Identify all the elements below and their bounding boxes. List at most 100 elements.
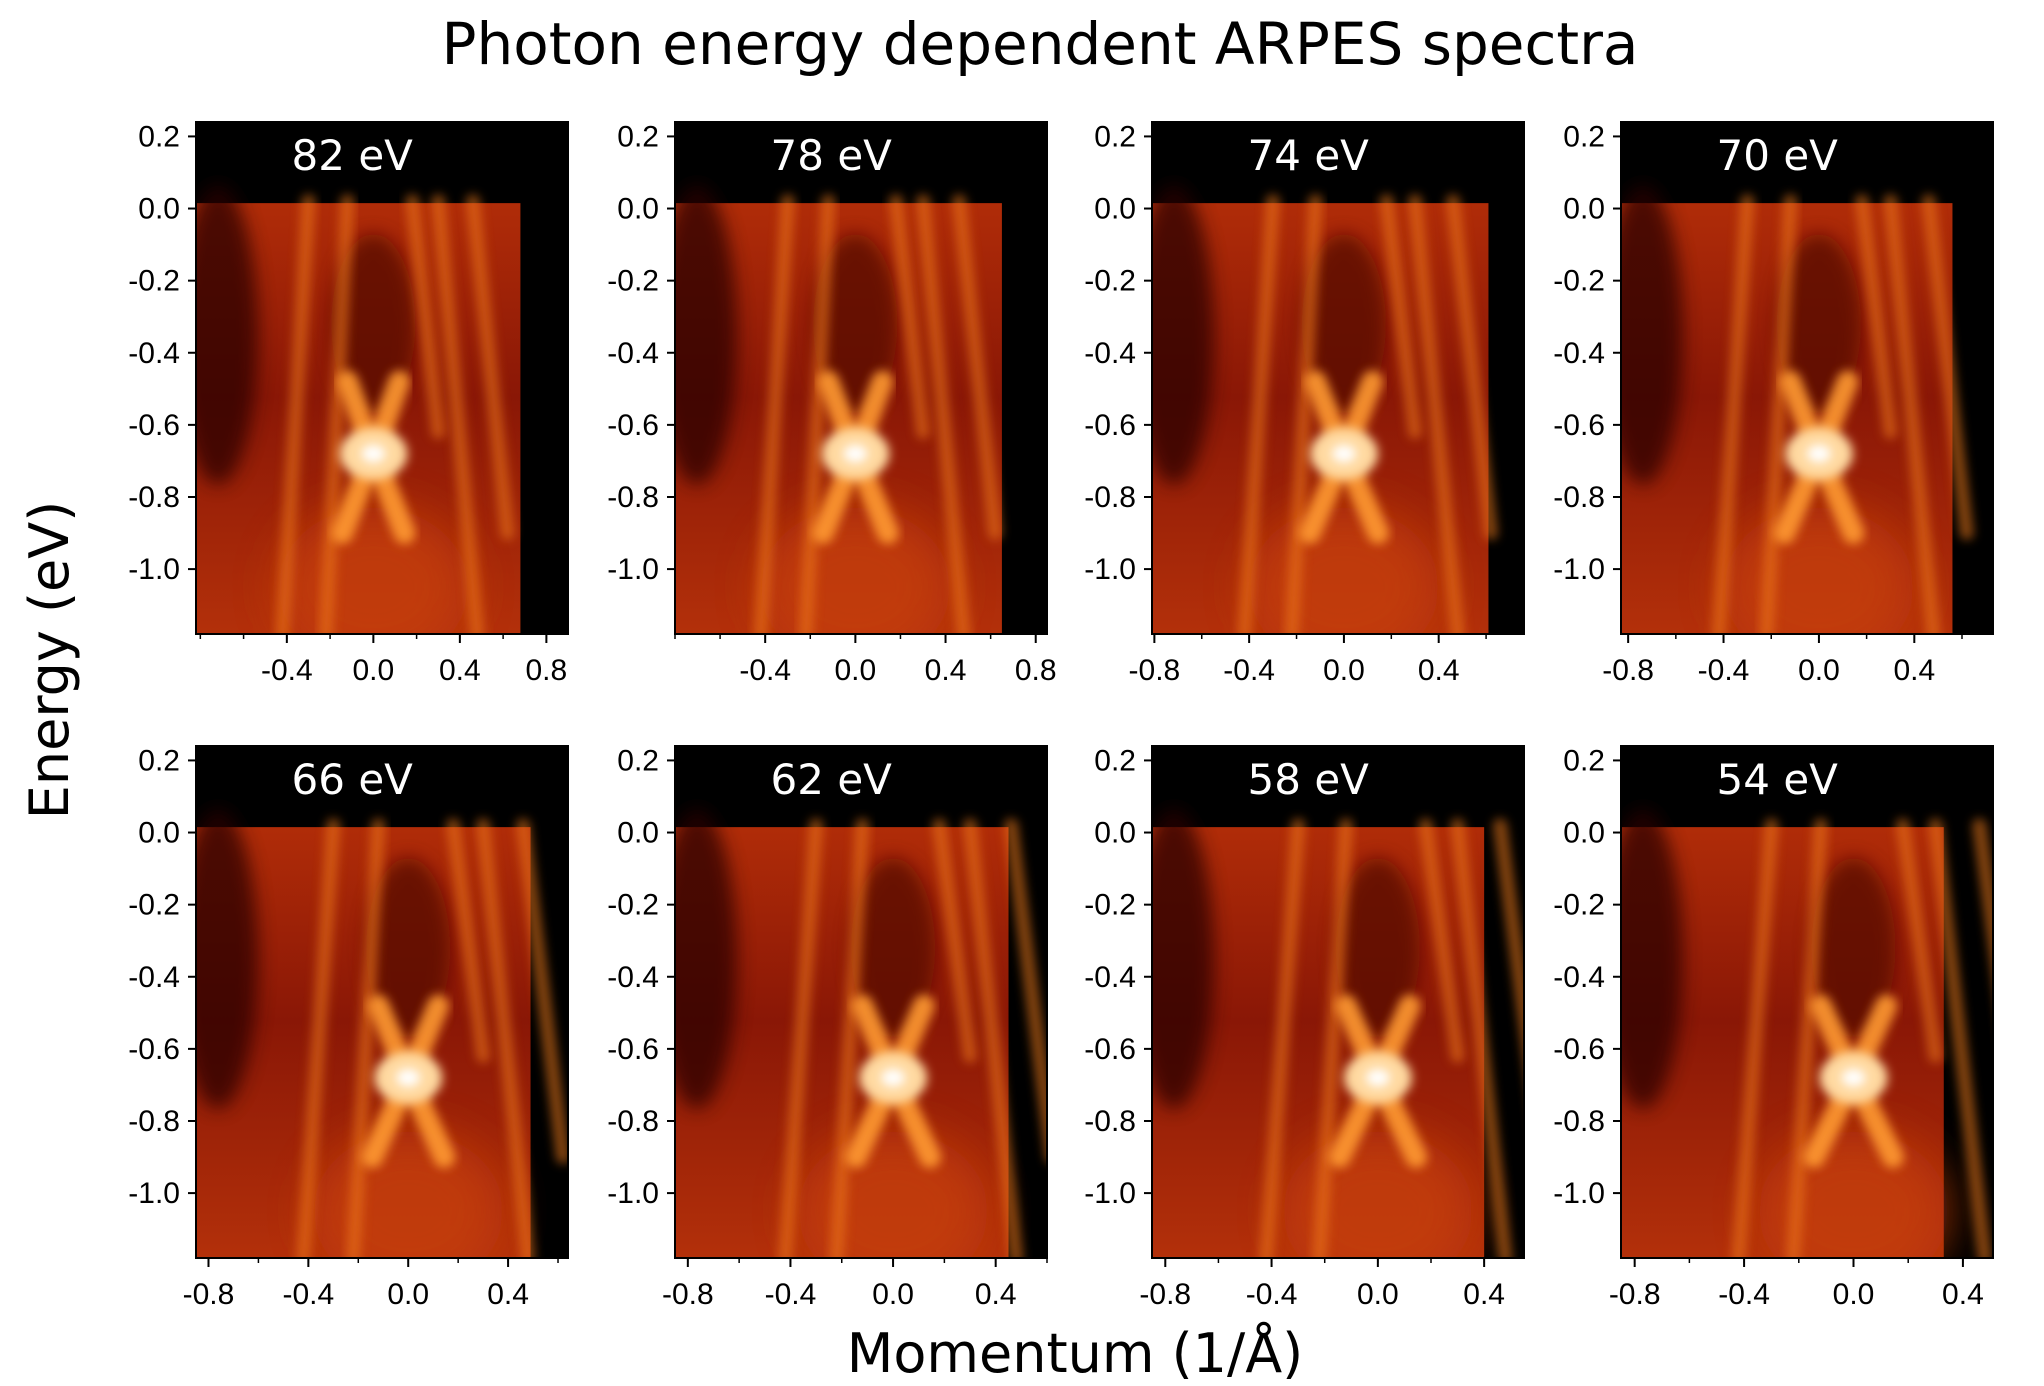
low-intensity-patch [1621, 184, 1683, 485]
intensity-map [196, 808, 568, 1258]
plot-frame [195, 745, 569, 1259]
y-tick-label: 0.2 [1563, 120, 1605, 153]
y-tick-label: -0.2 [607, 889, 659, 922]
band-dispersion [1418, 818, 1465, 1064]
x-tick-label: -0.8 [662, 1278, 714, 1311]
photon-energy-label: 54 eV [1717, 755, 1839, 804]
band-dispersion [476, 818, 536, 1258]
y-tick-label: 0.0 [1094, 817, 1136, 850]
photon-energy-label: 62 eV [771, 755, 893, 804]
bulk-valence-band [798, 1131, 989, 1258]
arpes-panel: 82 eV 0.2 0.0 -0.2 -0.4 -0.6 -0.8 -1.0 -0.4 0.0 0.… [128, 120, 569, 687]
heatmap-area [1152, 746, 1524, 1258]
y-tick-label: -0.4 [1084, 337, 1136, 370]
intensity-map [675, 184, 1003, 634]
heatmap-area [196, 122, 568, 634]
plot-frame [674, 121, 1048, 635]
x-tick-label: 0.0 [1323, 654, 1365, 687]
x-tick-label: 0.4 [975, 1278, 1017, 1311]
y-tick-label: -1.0 [607, 553, 659, 586]
x-tick-label: 0.4 [1893, 654, 1935, 687]
x-axis-label: Momentum (1/Å) [847, 1321, 1303, 1385]
band-dispersion [753, 194, 795, 634]
x-tick-label: -0.4 [261, 654, 313, 687]
y-tick-label: -0.8 [607, 481, 659, 514]
bulk-valence-band [313, 1131, 504, 1258]
band-dispersion [1284, 194, 1323, 634]
plot-frame [1620, 745, 1994, 1259]
intensity-map [196, 184, 521, 634]
y-tick-label: 0.0 [1563, 817, 1605, 850]
band-dispersion [1854, 194, 1898, 440]
band-dispersion [1004, 818, 1047, 1162]
y-tick-label: 0.2 [138, 120, 180, 153]
band-dispersion [1895, 818, 1943, 1064]
band-dispersion [829, 818, 870, 1258]
plot-frame [1151, 745, 1525, 1259]
x-tick-label: 0.4 [925, 654, 967, 687]
gap-region [1776, 233, 1861, 414]
heatmap-area [1152, 122, 1524, 634]
y-tick-label: 0.2 [1094, 120, 1136, 153]
x-tick-label: 0.8 [1015, 654, 1057, 687]
intensity-map [1621, 184, 1974, 634]
x-tick-label: -0.4 [765, 1278, 817, 1311]
y-tick-label: -0.2 [1553, 265, 1605, 298]
y-tick-label: -0.6 [1553, 409, 1605, 442]
y-tick-label: 0.0 [1563, 193, 1605, 226]
y-tick-label: -0.8 [1553, 1105, 1605, 1138]
dirac-point [1841, 1068, 1866, 1087]
x-tick-label: -0.4 [739, 654, 791, 687]
band-dispersion [446, 818, 491, 1064]
intensity-map [675, 808, 1047, 1258]
y-tick-label: 0.0 [138, 817, 180, 850]
heatmap-area [196, 746, 568, 1258]
low-intensity-patch [1621, 808, 1683, 1109]
y-tick-label: -0.8 [1553, 481, 1605, 514]
x-tick-label: 0.4 [1942, 1278, 1984, 1311]
band-dispersion [465, 194, 515, 541]
low-intensity-patch [675, 808, 737, 1109]
bulk-valence-band [1248, 507, 1439, 634]
x-tick-label: 0.4 [487, 1278, 529, 1311]
heatmap-area [675, 746, 1047, 1258]
heatmap-area [675, 122, 1047, 634]
intensity-map [1152, 184, 1498, 634]
gap-region [1301, 233, 1386, 414]
y-tick-label: -0.4 [607, 961, 659, 994]
band-dispersion [1731, 818, 1779, 1258]
y-tick-label: -0.4 [128, 337, 180, 370]
plot-frame [674, 745, 1048, 1259]
band-dispersion [1921, 194, 1974, 541]
arpes-panel: 74 eV 0.2 0.0 -0.2 -0.4 -0.6 -0.8 -1.0 -0.8 -0.4 0… [1084, 120, 1525, 687]
y-tick-label: -0.4 [1084, 961, 1136, 994]
y-tick-label: -0.8 [1084, 1105, 1136, 1138]
photon-energy-label: 78 eV [771, 131, 893, 180]
y-tick-label: 0.2 [1094, 744, 1136, 777]
plot-frame [1620, 121, 1994, 635]
y-tick-label: 0.2 [138, 744, 180, 777]
y-tick-label: -0.6 [1553, 1033, 1605, 1066]
band-dispersion [916, 194, 971, 634]
y-tick-label: -0.6 [1084, 409, 1136, 442]
bulk-valence-band [760, 507, 951, 634]
y-tick-label: -0.4 [128, 961, 180, 994]
gap-region [851, 857, 936, 1038]
arpes-panel: 66 eV 0.2 0.0 -0.2 -0.4 -0.6 -0.8 -1.0 -0.8 -0.4 0… [128, 744, 569, 1311]
x-tick-label: 0.0 [1357, 1278, 1399, 1311]
y-tick-label: -0.6 [1084, 1033, 1136, 1066]
plot-frame [1151, 121, 1525, 635]
y-tick-label: -0.4 [607, 337, 659, 370]
x-tick-label: 0.0 [835, 654, 877, 687]
y-tick-label: -0.6 [607, 1033, 659, 1066]
x-tick-label: 0.0 [872, 1278, 914, 1311]
photon-energy-label: 66 eV [292, 755, 414, 804]
band-dispersion [888, 194, 930, 440]
y-tick-label: 0.0 [1094, 193, 1136, 226]
band-dispersion [1883, 194, 1941, 634]
gap-region [366, 857, 451, 1038]
gap-region [813, 233, 898, 414]
band-dispersion [431, 194, 485, 634]
arpes-panel: 58 eV 0.2 0.0 -0.2 -0.4 -0.6 -0.8 -1.0 -0.8 -0.4 0… [1084, 744, 1525, 1311]
x-tick-label: -0.4 [282, 1278, 334, 1311]
